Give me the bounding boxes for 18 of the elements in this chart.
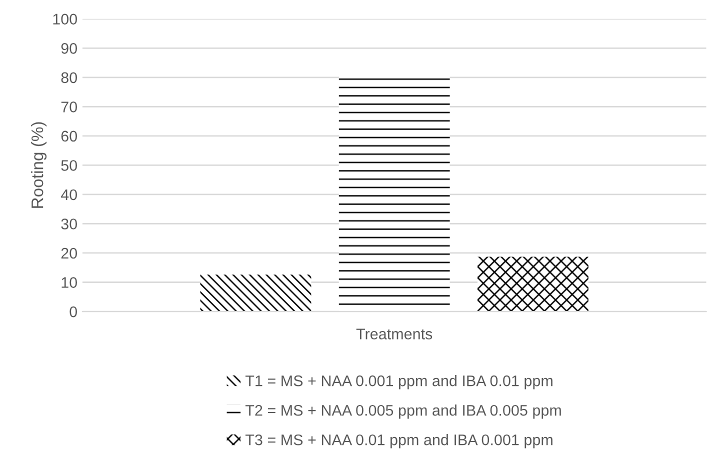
- y-tick-label: 90: [61, 43, 77, 54]
- y-axis-title: Rooting (%): [31, 122, 47, 208]
- y-tick-label: 0: [70, 306, 77, 318]
- bar: [200, 274, 312, 312]
- y-tick-label: 30: [61, 218, 77, 230]
- legend-label: T2 = MS + NAA 0.005 ppm and IBA 0.005 ppm: [245, 404, 561, 419]
- y-tick-label: 70: [61, 102, 77, 112]
- y-tick-label: 80: [61, 72, 77, 84]
- x-tick-label: Treatments: [356, 328, 432, 340]
- y-tick-label: 100: [53, 14, 77, 25]
- bar: [478, 256, 588, 312]
- y-tick-label: 20: [61, 248, 77, 259]
- y-tick-label: 60: [61, 130, 77, 142]
- y-tick-label: 10: [62, 277, 77, 288]
- y-tick-label: 40: [60, 189, 77, 200]
- y-tick-label: 50: [61, 160, 77, 171]
- legend-label: T1 = MS + NAA 0.001 ppm and IBA 0.01 ppm: [245, 375, 552, 390]
- legend-label: T3 = MS + NAA 0.01 ppm and IBA 0.001 ppm: [245, 434, 552, 448]
